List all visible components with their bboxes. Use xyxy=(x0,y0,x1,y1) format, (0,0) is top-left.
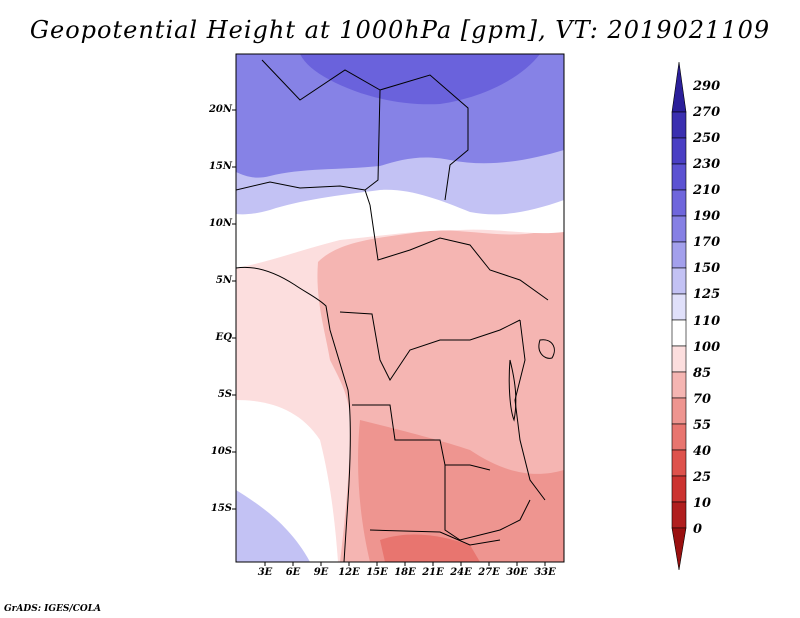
field-band-far-north xyxy=(300,54,540,105)
colorbar-label-10: 10 xyxy=(693,496,712,511)
lon-label-15e: 15E xyxy=(366,567,388,578)
colorbar-label-70: 70 xyxy=(693,392,712,407)
colorbar-swatch xyxy=(671,501,687,529)
lon-label-21e: 21E xyxy=(422,567,444,578)
colorbar-swatch xyxy=(671,449,687,477)
colorbar-label-250: 250 xyxy=(693,131,721,146)
lat-label-20n: 20N xyxy=(208,104,232,115)
lat-label-eq: EQ xyxy=(215,332,232,343)
field-band-lower xyxy=(358,420,564,562)
colorbar-label-270: 270 xyxy=(693,105,721,120)
lat-label-10s: 10S xyxy=(210,446,232,457)
lat-label-10n: 10N xyxy=(208,218,232,229)
colorbar-swatch xyxy=(671,111,687,139)
field-band-lavender-sw xyxy=(236,490,310,562)
colorbar-label-25: 25 xyxy=(693,470,712,485)
colorbar-swatch xyxy=(671,475,687,503)
colorbar-swatch xyxy=(671,189,687,217)
colorbar-swatch xyxy=(671,527,687,571)
map-frame xyxy=(235,53,565,563)
lon-label-27e: 27E xyxy=(478,567,500,578)
border-congo xyxy=(339,311,521,381)
lat-label-15s: 15S xyxy=(210,503,232,514)
colorbar-label-55: 55 xyxy=(693,418,712,433)
colorbar-swatch xyxy=(671,345,687,373)
colorbar-swatch xyxy=(671,163,687,191)
country-borders xyxy=(236,59,555,562)
coastline xyxy=(236,266,351,562)
colorbar-swatch xyxy=(671,371,687,399)
colorbar-swatch xyxy=(671,61,687,113)
colorbar-label-170: 170 xyxy=(693,235,721,250)
colorbar-swatch xyxy=(671,137,687,165)
colorbar-label-100: 100 xyxy=(693,340,721,355)
lat-label-15n: 15N xyxy=(208,161,232,172)
colorbar-swatch xyxy=(671,215,687,243)
colorbar-label-40: 40 xyxy=(693,444,712,459)
lake-victoria xyxy=(538,339,555,359)
colorbar-label-150: 150 xyxy=(693,261,721,276)
field-band-lowest xyxy=(380,534,480,562)
lon-label-30e: 30E xyxy=(506,567,528,578)
colorbar-swatch xyxy=(671,241,687,269)
colorbar-label-85: 85 xyxy=(693,366,712,381)
colorbar-swatch xyxy=(671,293,687,321)
lon-label-18e: 18E xyxy=(394,567,416,578)
lon-label-3e: 3E xyxy=(257,567,273,578)
colorbar-label-210: 210 xyxy=(693,183,721,198)
lon-label-33e: 33E xyxy=(534,567,556,578)
colorbar-label-0: 0 xyxy=(693,522,703,537)
colorbar-swatch xyxy=(671,423,687,451)
lon-label-24e: 24E xyxy=(450,567,472,578)
lon-label-9e: 9E xyxy=(313,567,329,578)
map-title: Geopotential Height at 1000hPa [gpm], VT… xyxy=(29,16,771,44)
colorbar-label-230: 230 xyxy=(693,157,721,172)
height-field xyxy=(236,54,564,562)
colorbar-label-125: 125 xyxy=(693,287,721,302)
grads-credit: GrADS: IGES/COLA xyxy=(4,604,102,614)
lake-tanganyika xyxy=(508,359,517,422)
lat-label-5n: 5N xyxy=(215,275,232,286)
border-chad-sudan xyxy=(379,74,469,201)
colorbar-label-110: 110 xyxy=(693,314,721,329)
colorbar xyxy=(671,61,687,571)
border-angola xyxy=(352,404,491,471)
border-east xyxy=(514,319,546,501)
colorbar-label-190: 190 xyxy=(693,209,721,224)
border-zambia xyxy=(444,465,531,541)
lat-label-5s: 5S xyxy=(217,389,232,400)
axis-ticks xyxy=(232,109,546,566)
colorbar-swatch xyxy=(671,267,687,295)
lon-label-12e: 12E xyxy=(338,567,360,578)
colorbar-label-290: 290 xyxy=(693,79,721,94)
border-south xyxy=(369,529,501,546)
border-sahel xyxy=(236,181,366,191)
lon-label-6e: 6E xyxy=(285,567,301,578)
colorbar-swatch xyxy=(671,319,687,347)
border-central xyxy=(369,204,549,301)
colorbar-swatch xyxy=(671,397,687,425)
